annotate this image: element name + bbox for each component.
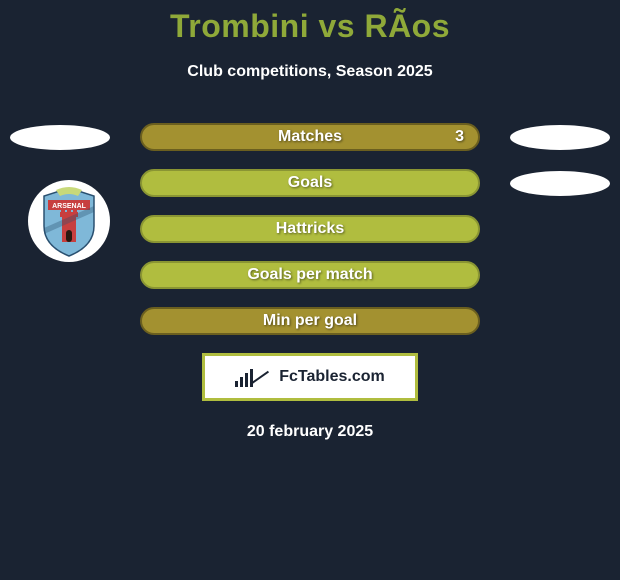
stat-label: Goals per match [247, 266, 372, 284]
left-slot [10, 307, 110, 335]
stat-bar: Hattricks [140, 215, 480, 243]
club-crest-container: ARSENAL [28, 180, 110, 262]
brand-logo[interactable]: FcTables.com [202, 353, 418, 401]
stat-bar: Goals per match [140, 261, 480, 289]
stat-row-goals-per-match: Goals per match [0, 261, 620, 289]
left-slot [10, 123, 110, 151]
subtitle: Club competitions, Season 2025 [0, 63, 620, 81]
player-ellipse-right [510, 125, 610, 150]
stat-value: 3 [455, 128, 464, 146]
date-label: 20 february 2025 [0, 423, 620, 441]
stat-label: Goals [288, 174, 332, 192]
stat-bar: Matches 3 [140, 123, 480, 151]
left-slot [10, 261, 110, 289]
trend-line-icon [253, 367, 273, 387]
player-ellipse-left [10, 125, 110, 150]
svg-text:ARSENAL: ARSENAL [52, 203, 87, 210]
stat-label: Hattricks [276, 220, 344, 238]
player-ellipse-right [510, 171, 610, 196]
right-slot [510, 215, 610, 243]
page-title: Trombini vs RÃos [0, 8, 620, 45]
stat-label: Min per goal [263, 312, 357, 330]
crest-icon: ARSENAL [28, 180, 110, 262]
club-crest: ARSENAL [28, 180, 110, 262]
right-slot [510, 307, 610, 335]
stat-row-min-per-goal: Min per goal [0, 307, 620, 335]
right-slot [510, 123, 610, 151]
stat-row-matches: Matches 3 [0, 123, 620, 151]
stat-bar: Goals [140, 169, 480, 197]
stat-bar: Min per goal [140, 307, 480, 335]
right-slot [510, 169, 610, 197]
right-slot [510, 261, 610, 289]
brand-name: FcTables.com [279, 368, 385, 386]
stat-label: Matches [278, 128, 342, 146]
